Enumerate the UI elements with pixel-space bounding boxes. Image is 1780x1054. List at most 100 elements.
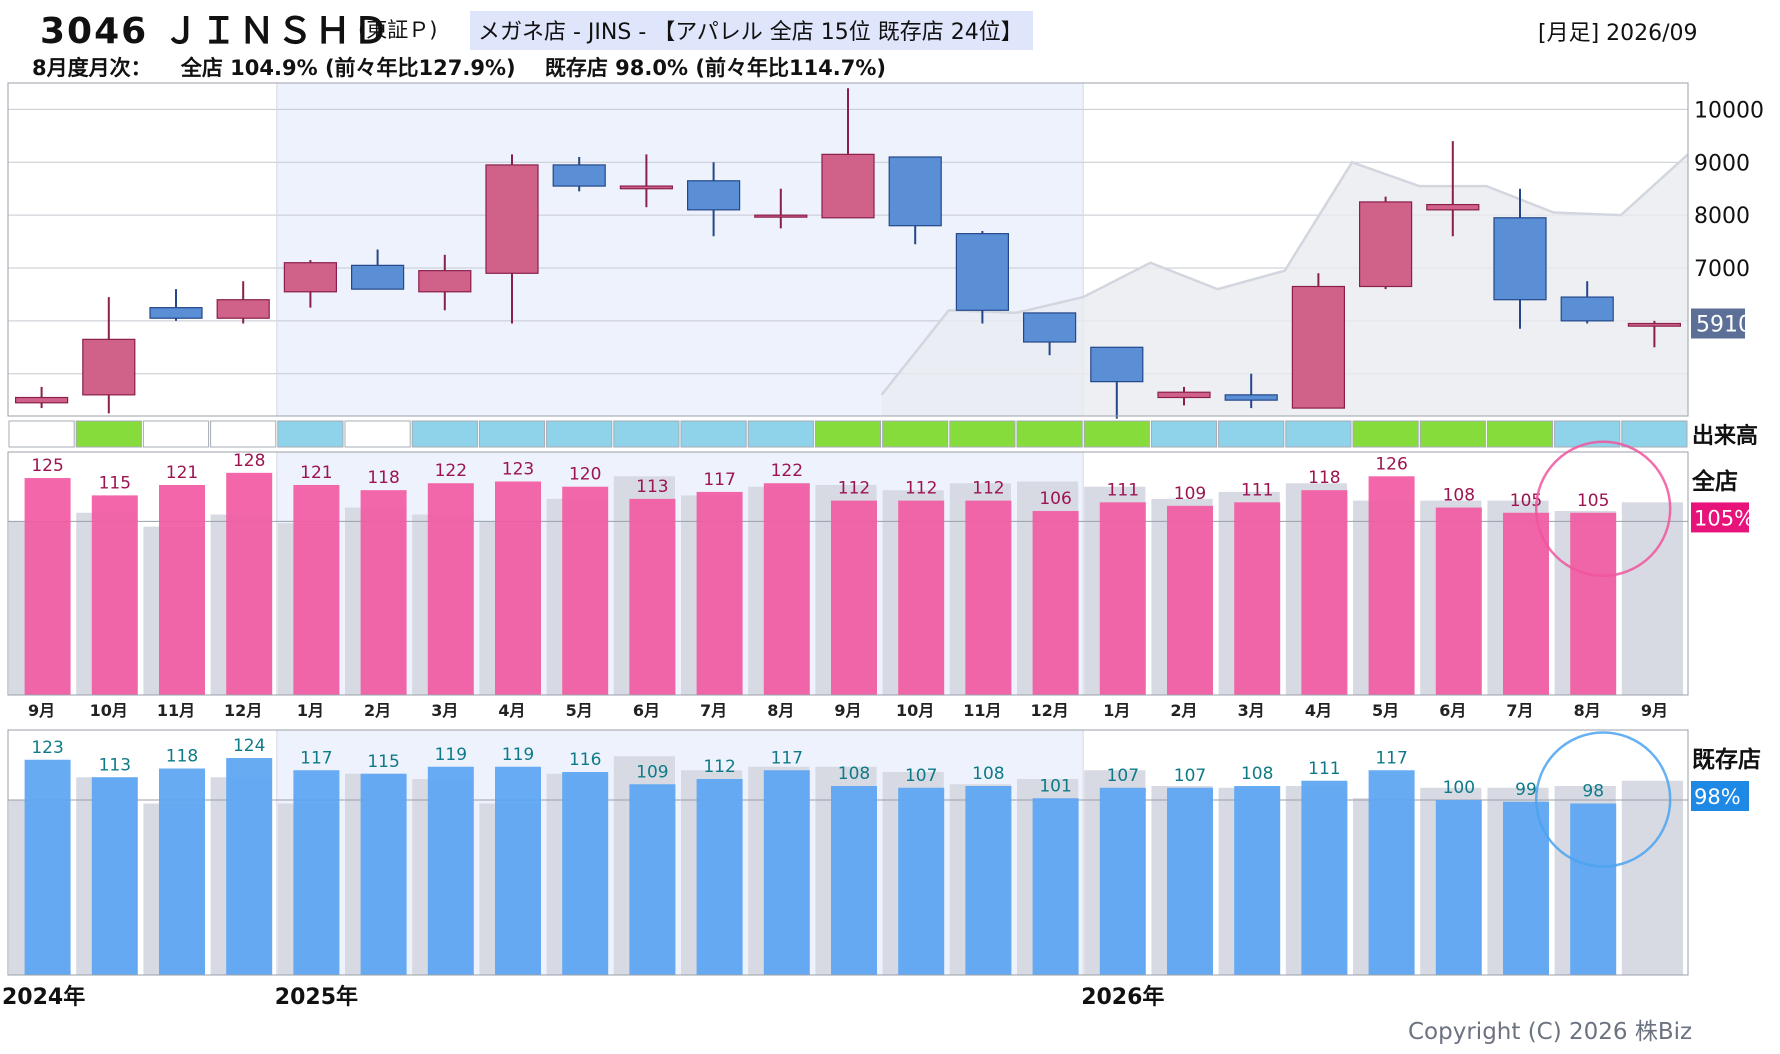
candle-body [1358, 201, 1413, 288]
value-label: 108 [838, 764, 870, 784]
stock-code-name: 3046 ＪＩＮＳＨＤ [40, 11, 391, 52]
volume-cell [1621, 420, 1688, 448]
month-label: 2月 [364, 701, 391, 720]
value-label: 112 [703, 757, 735, 777]
month-label: 1月 [297, 701, 324, 720]
value-label: 113 [99, 755, 131, 775]
volume-cell [8, 420, 75, 448]
value-label: 107 [905, 766, 937, 786]
candle-body [955, 233, 1010, 311]
value-bar [1167, 505, 1213, 695]
value-label: 109 [636, 762, 668, 782]
candle-body [619, 185, 674, 190]
value-bar [562, 486, 609, 695]
value-label: 116 [569, 750, 601, 770]
value-bar [24, 478, 71, 695]
value-label: 115 [99, 473, 131, 493]
y-tick-label: 7000 [1694, 257, 1750, 282]
value-label: 128 [233, 451, 265, 471]
monthly-summary: 8月度月次： 全店 104.9% (前々年比127.9%) 既存店 98.0% … [32, 52, 886, 82]
value-bar [427, 483, 474, 695]
candle-body [754, 214, 808, 218]
volume-cell [1218, 420, 1285, 448]
value-label: 119 [502, 745, 534, 765]
value-label: 108 [972, 764, 1004, 784]
candle-body [283, 262, 337, 293]
value-bar [898, 787, 945, 975]
value-bar [831, 500, 877, 695]
month-label: 1月 [1103, 701, 1130, 720]
value-bar [91, 777, 138, 975]
candle-body [1493, 217, 1547, 301]
volume-cell [142, 420, 210, 448]
bar-frame [7, 729, 1689, 976]
value-label: 111 [1308, 759, 1340, 779]
value-bar [965, 500, 1012, 695]
y-tick-label: 9000 [1694, 151, 1750, 176]
value-bar [763, 770, 810, 975]
panel-title: 全店 [1691, 468, 1738, 495]
value-bar [1032, 511, 1079, 695]
value-label: 122 [771, 461, 803, 481]
bar-frame [7, 451, 1689, 696]
month-label: 11月 [157, 701, 195, 720]
value-label: 125 [31, 456, 63, 476]
value-bar [965, 786, 1012, 975]
value-label: 113 [636, 477, 668, 497]
month-label: 8月 [767, 701, 794, 720]
value-bar [898, 500, 945, 695]
prev-year-bar [1621, 780, 1683, 975]
volume-cell [546, 420, 613, 448]
latest-value-circle [1534, 731, 1672, 868]
candle-body [485, 164, 539, 274]
value-label: 123 [502, 460, 534, 480]
volume-cell [1016, 420, 1083, 448]
value-bar [1368, 770, 1415, 975]
year-label: 2026年 [1081, 984, 1164, 1010]
volume-cell [882, 420, 949, 448]
candle-body [888, 156, 942, 227]
value-bar [1570, 512, 1617, 695]
candle-body [686, 180, 741, 211]
value-label: 99 [1515, 780, 1537, 800]
value-label: 107 [1107, 766, 1139, 786]
value-label: 112 [838, 479, 870, 499]
month-label: 9月 [28, 701, 55, 720]
candle-body [1090, 346, 1144, 383]
value-label: 121 [166, 463, 198, 483]
volume-cell [814, 420, 882, 448]
value-label: 123 [31, 738, 63, 758]
value-label: 119 [435, 745, 467, 765]
value-bar [562, 772, 609, 975]
candle-body [1426, 203, 1480, 211]
volume-cell [1419, 420, 1486, 448]
month-label: 5月 [566, 701, 593, 720]
volume-cell [613, 420, 680, 448]
value-bar [1234, 502, 1281, 695]
value-bar [1503, 512, 1549, 695]
value-bar [293, 484, 340, 695]
volume-cell [210, 420, 277, 448]
existing-store-summary: 既存店 98.0% (前々年比114.7%) [544, 56, 887, 80]
last-price-label: 5910 [1696, 313, 1752, 338]
volume-cell [1150, 420, 1218, 448]
value-label: 107 [1174, 766, 1206, 786]
value-label: 108 [1241, 764, 1273, 784]
value-bar [831, 786, 877, 975]
value-bar [495, 481, 541, 695]
value-bar [360, 490, 407, 695]
value-label: 120 [569, 465, 601, 485]
candle-body [418, 270, 472, 293]
value-label: 112 [905, 479, 937, 499]
value-bar [495, 766, 541, 975]
value-bar [24, 759, 71, 975]
year-label: 2024年 [2, 984, 85, 1010]
value-bar [1503, 801, 1549, 975]
candle-body [821, 153, 875, 219]
month-label: 4月 [1305, 701, 1332, 720]
candle-body [15, 396, 69, 404]
month-label: 6月 [1439, 701, 1466, 720]
volume-cell [747, 420, 814, 448]
value-label: 109 [1174, 484, 1206, 504]
